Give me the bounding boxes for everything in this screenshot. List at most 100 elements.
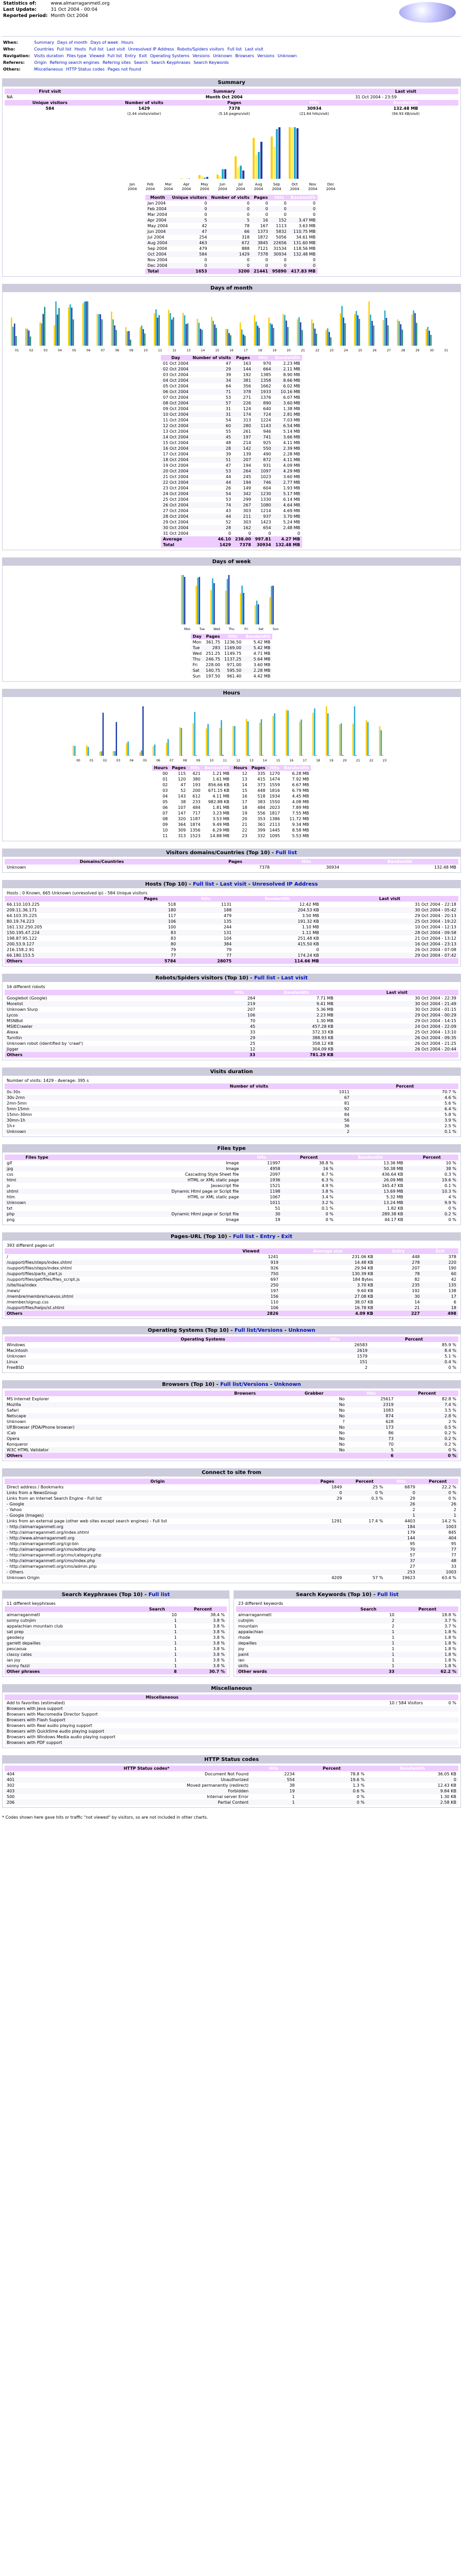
os-unknown-link[interactable]: Unknown [288,1328,316,1333]
table-cell: 717 [192,811,201,816]
data-bar [155,309,157,346]
nav-link[interactable]: Versions [257,54,275,58]
nav-link[interactable]: Summary [34,40,54,45]
nav-link[interactable]: Unknown [277,54,297,58]
nav-link[interactable]: Unknown [213,54,233,58]
table-cell: 163 [243,361,251,366]
table-row: 21 Oct 2004 44 245 1023 3.60 MB [161,474,302,480]
nav-link[interactable]: Versions [192,54,210,58]
nav-link[interactable]: Browsers [235,54,254,58]
nav-link[interactable]: Unresolved IP Address [128,47,174,52]
nav-link[interactable]: Last visit [244,47,263,52]
data-bar [255,321,257,346]
value-unique-visitors: 584 [45,106,55,111]
keyphrases-full-list-link[interactable]: Full list [148,1592,170,1598]
robots-full-list-link[interactable]: Full list [254,975,276,981]
nav-link[interactable]: Exit [139,54,147,58]
data-bar [157,317,158,346]
nav-link[interactable]: Refering search engines [49,60,100,65]
nav-link[interactable]: Hours [121,40,134,45]
nav-link[interactable]: Files type [67,54,87,58]
nav-link[interactable]: Pages not found [107,67,141,72]
nav-link[interactable]: Operating Systems [150,54,190,58]
hours-title: Hours [3,689,460,697]
hosts-full-list-link[interactable]: Full list [193,882,214,887]
pages-exit-link[interactable]: Exit [281,1234,293,1240]
data-bar [57,314,58,346]
column-header: Miscellaneous [5,1694,320,1700]
table-cell: 2113 [269,822,280,827]
nav-link[interactable]: Full list [107,54,122,58]
table-cell: classy cates [7,1652,32,1657]
nav-link[interactable]: Days of month [57,40,88,45]
table-cell [310,1507,344,1513]
table-cell: 19.6 % [350,1777,365,1782]
nav-link[interactable]: Countries [34,47,54,52]
nav-link[interactable]: Full list [57,47,72,52]
column-header: Hours [152,765,170,771]
keywords-full-list-link[interactable]: Full list [377,1592,399,1598]
table-cell: 57 [409,1553,416,1557]
weekly-table: Day Pages Hits Bandwidth Mon 361.75 1236.50 5.4… [190,634,273,679]
nav-link[interactable]: Days of week [90,40,119,45]
table-cell: 2mn-5mn [7,1101,27,1106]
pages-full-list-link[interactable]: Full list [233,1234,255,1240]
nav-link[interactable]: Origin [34,60,47,65]
nav-link[interactable]: Entry [125,54,136,58]
table-cell: 57 % [372,1575,383,1580]
table-cell: 07 Oct 2004 [163,395,189,400]
data-bar [314,328,316,346]
table-cell [208,1425,281,1430]
data-bar [258,328,260,346]
month-tick-label: Nov [309,182,317,187]
table-row: ian 1 1.8 % [236,1657,458,1663]
nav-link[interactable]: Hosts [74,47,86,52]
table-cell: 3.2 % [321,1200,334,1205]
nav-link[interactable]: Viewed [89,54,105,58]
nav-link[interactable]: Miscellaneous [34,67,63,72]
nav-link[interactable]: Last visit [106,47,125,52]
browsers-unknown-link[interactable]: Unknown [274,1382,301,1387]
data-bar [112,751,114,756]
pages-title-text: Pages-URL (Top 10) [170,1234,227,1240]
nav-link[interactable]: Search Keywords [193,60,229,65]
table-cell: 2 [453,1507,456,1512]
nav-link[interactable]: Refering sites [102,60,131,65]
nav-link[interactable]: Visits duration [34,54,64,58]
data-bar [182,313,184,346]
tick-label: 22 [369,759,373,762]
table-row: MS Internet Explorer No 25617 82.8 % [5,1396,458,1402]
hosts-unresolved-link[interactable]: Unresolved IP Address [252,882,318,887]
tick-label: Sat [258,628,263,631]
table-cell: 0 % [448,1490,456,1495]
table-cell: 131 [223,930,232,935]
table-row: 24 Oct 2004 54 342 1230 5.17 MB [161,491,302,497]
browsers-versions-link[interactable]: Full list/Versions [220,1382,269,1387]
nav-link[interactable]: Full list [227,47,242,52]
table-cell: - http://almarraganmetl.org/cms/category… [7,1553,102,1557]
first-visit-label: First visit [5,89,95,94]
nav-link[interactable]: Full list [89,47,104,52]
table-cell: 233 [192,800,201,804]
table-cell: 982.88 KB [208,800,229,804]
table-cell: 11997 [267,1161,280,1165]
table-cell: 2097 [270,1172,280,1177]
hosts-last-visit-link[interactable]: Last visit [220,882,247,887]
bar-pages [276,129,278,179]
table-cell: 254 [199,235,207,240]
data-bar [228,575,230,624]
nav-link[interactable]: Robots/Spiders visitors [177,47,224,52]
table-row: 10 309 1356 6.29 MB 22 399 1445 8.58 MB [152,827,311,833]
table-cell [310,1535,344,1541]
table-cell: - http://almarraganmetl.org/cgi-bin [7,1541,79,1546]
countries-full-list-link[interactable]: Full list [275,850,297,856]
os-versions-link[interactable]: Full list/Versions [234,1328,283,1333]
table-cell: 3.60 MB [283,474,300,479]
nav-link[interactable]: HTTP Status codes [66,67,105,72]
table-cell: 8 [174,1669,177,1674]
robots-last-visit-link[interactable]: Last visit [281,975,308,981]
pages-entry-link[interactable]: Entry [260,1234,276,1240]
data-bar [274,713,275,756]
nav-link[interactable]: Search [134,60,148,65]
nav-link[interactable]: Search Keyphrases [151,60,191,65]
